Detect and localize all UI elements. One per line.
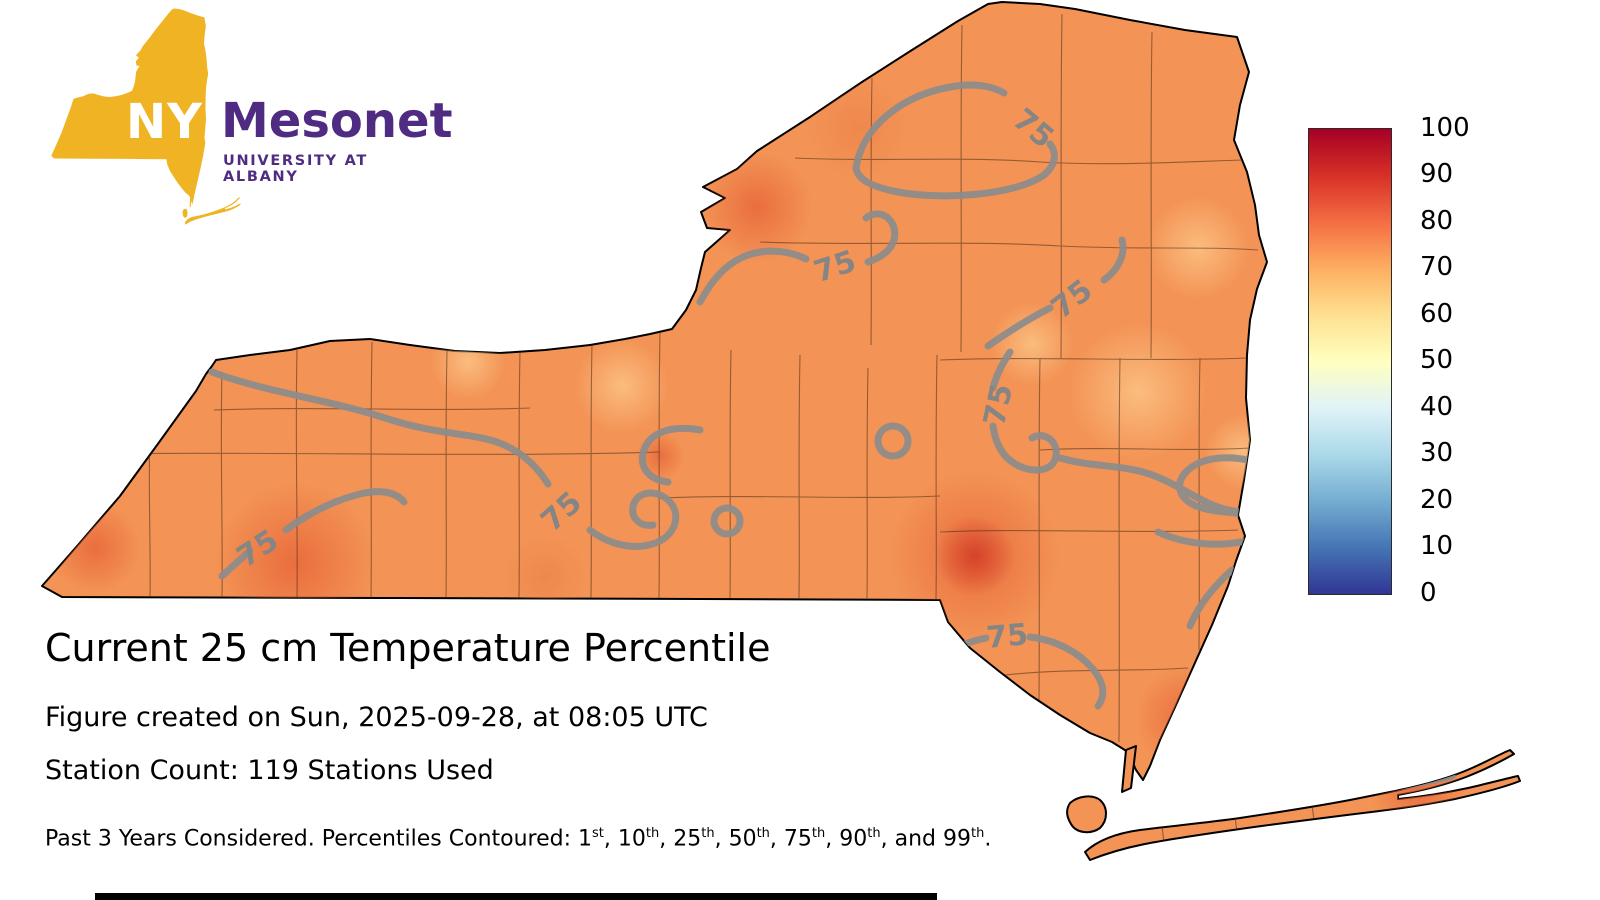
bottom-partial-bar [95, 893, 937, 900]
colorbar-tick: 50 [1420, 345, 1454, 375]
footnote: Past 3 Years Considered. Percentiles Con… [45, 826, 992, 852]
colorbar-tick: 60 [1420, 299, 1454, 329]
colorbar-tick: 80 [1420, 206, 1454, 236]
colorbar-tick: 90 [1420, 159, 1454, 189]
contour-label: 75 [985, 617, 1030, 656]
logo-university-text: UNIVERSITY AT ALBANY [223, 153, 368, 185]
colorbar-tick: 30 [1420, 438, 1454, 468]
logo-mesonet-text: Mesonet [221, 93, 453, 149]
colorbar-tick: 70 [1420, 252, 1454, 282]
contour-label: 75 [977, 381, 1020, 429]
colorbar-tick: 100 [1420, 113, 1470, 143]
created-line: Figure created on Sun, 2025-09-28, at 08… [45, 702, 708, 733]
colorbar-gradient [1308, 128, 1392, 595]
nys-mesonet-logo: NYS Mesonet UNIVERSITY AT ALBANY [0, 0, 453, 235]
logo-nys-text: NYS [126, 94, 239, 150]
colorbar-tick: 0 [1420, 578, 1437, 608]
colorbar-tick: 10 [1420, 531, 1454, 561]
station-count-line: Station Count: 119 Stations Used [45, 755, 494, 786]
colorbar-tick: 20 [1420, 485, 1454, 515]
colorbar-tick: 40 [1420, 392, 1454, 422]
figure-title: Current 25 cm Temperature Percentile [45, 626, 771, 670]
